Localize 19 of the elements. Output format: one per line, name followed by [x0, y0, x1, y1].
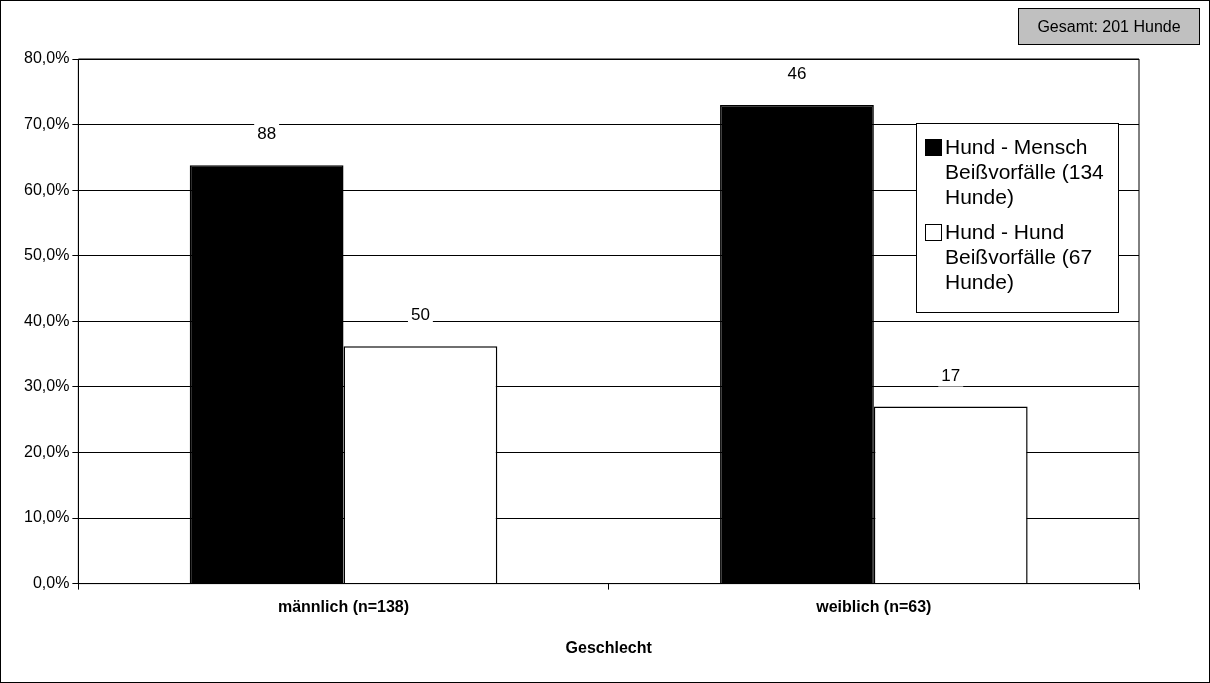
y-tick-label: 20,0% — [23, 442, 70, 460]
y-tick-label: 60,0% — [23, 180, 70, 198]
x-tick-label: weiblich (n=63) — [815, 597, 932, 615]
y-tick-label: 0,0% — [32, 574, 70, 592]
x-tick-label: männlich (n=138) — [277, 597, 410, 615]
y-tick-label: 70,0% — [23, 114, 70, 132]
y-tick-label: 80,0% — [23, 49, 70, 67]
annotation: 46 — [787, 64, 807, 84]
annotation: 88 — [257, 124, 277, 144]
x-axis-title: Geschlecht — [565, 638, 653, 656]
annotation: 17 — [941, 365, 961, 385]
annotation: 50 — [410, 305, 430, 325]
text: Hund - Hund Beißvorfälle (67 Hunde) — [945, 219, 1094, 294]
legend-label: Hund - Mensch Beißvorfälle (134 Hunde) — [945, 134, 1105, 209]
y-tick-label: 40,0% — [23, 311, 70, 329]
y-tick-label: 30,0% — [23, 377, 70, 395]
y-tick-label: 10,0% — [23, 508, 70, 526]
y-tick-label: 50,0% — [23, 246, 70, 264]
text: Gesamt: 201 Hunde — [1018, 8, 1200, 45]
